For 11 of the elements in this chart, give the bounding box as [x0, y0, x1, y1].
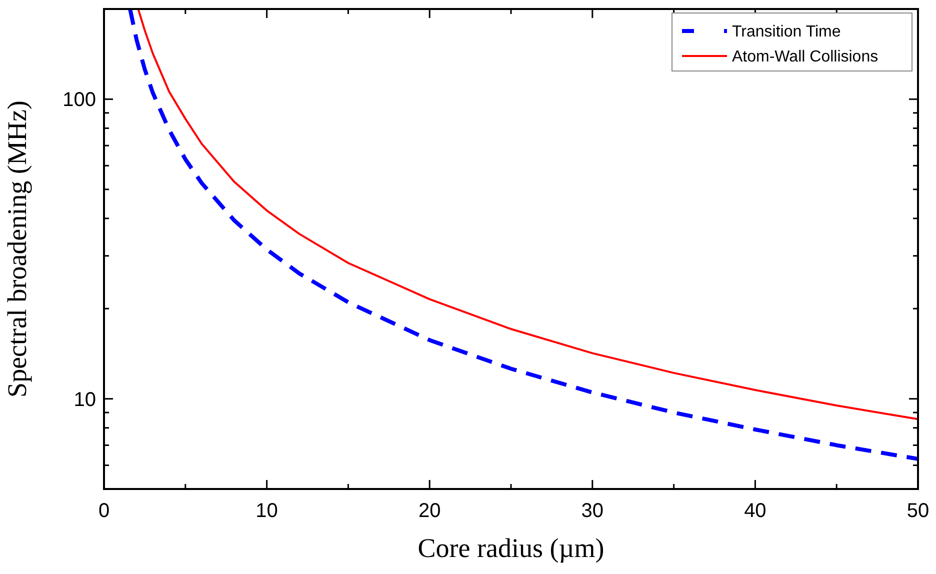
x-axis-title: Core radius (µm) — [418, 533, 604, 563]
legend-label: Transition Time — [732, 24, 841, 41]
y-axis-title: Spectral broadening (MHz) — [2, 100, 32, 398]
x-tick-label: 10 — [256, 500, 278, 522]
x-tick-label: 30 — [581, 500, 604, 522]
y-tick-label: 100 — [62, 89, 96, 112]
x-tick-label: 20 — [418, 500, 441, 522]
x-tick-label: 40 — [744, 500, 766, 522]
x-tick-label: 50 — [906, 500, 930, 522]
x-tick-label: 0 — [98, 500, 110, 522]
legend-label: Atom-Wall Collisions — [732, 48, 878, 66]
